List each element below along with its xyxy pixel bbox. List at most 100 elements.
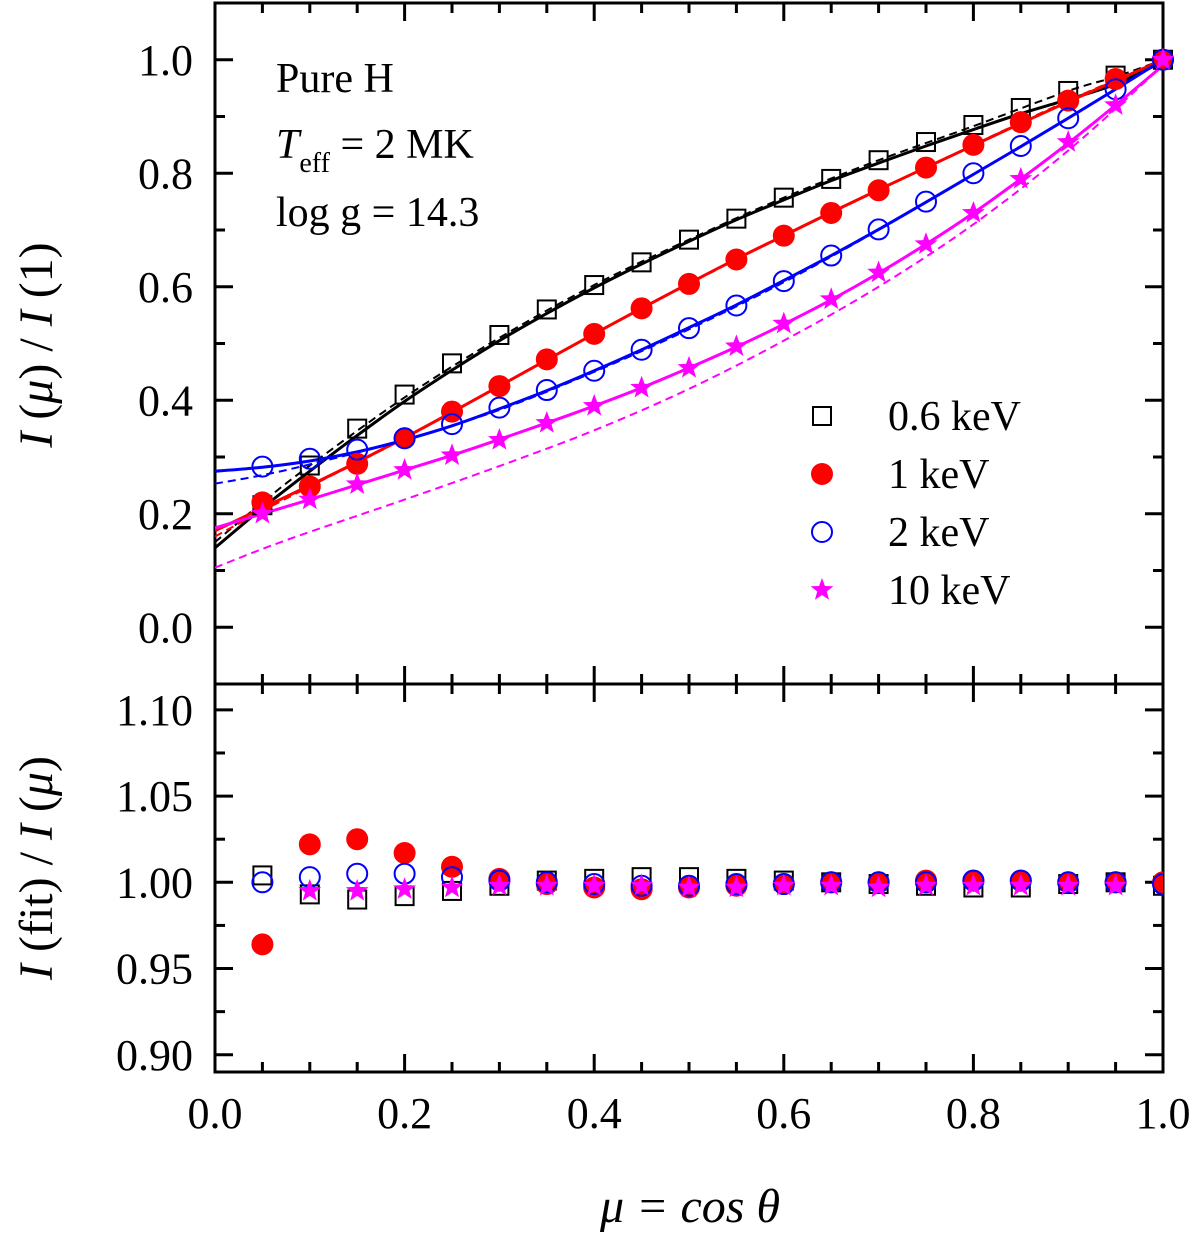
data-point [1056,130,1080,152]
data-point [1056,873,1080,896]
data-point [440,875,464,898]
data-point [488,375,511,398]
data-point [724,334,748,357]
data-point [1009,873,1033,896]
bottom-series-points [251,828,1163,956]
top-series-points [251,48,1174,478]
legend-marker [812,406,832,426]
legend-marker [810,578,834,600]
data-point [726,208,747,229]
data-point [251,933,274,956]
bottom-y-tick-label: 0.90 [116,1031,193,1080]
data-point [772,224,795,247]
top-panel-frame [213,1,1165,686]
data-point [821,168,842,189]
x-tick-label: 0.2 [377,1089,432,1138]
bottom-y-axis-title: I (fit) / I (μ) [10,756,63,981]
data-point [1104,93,1128,115]
data-point [251,455,274,478]
data-point [1057,107,1080,130]
data-point [346,438,369,461]
data-point [630,375,654,398]
annotation: Pure H Teff = 2 MK log g = 14.3 [276,56,479,236]
data-point [961,873,985,896]
data-point [347,418,368,439]
data-point [250,501,274,524]
data-point [299,455,320,476]
top-series-points [250,47,1175,524]
data-point [1057,89,1080,112]
data-point [393,458,417,480]
data-point [820,201,843,224]
data-point [442,353,462,374]
data-point [535,873,559,896]
data-point [489,324,510,345]
data-point [1009,135,1032,158]
data-point [535,348,558,371]
top-y-tick-label: 0.8 [138,149,193,198]
bottom-series-points [251,862,1163,897]
data-point [915,190,937,213]
bottom-series-points [298,873,1128,901]
top-y-tick-label: 0.4 [138,376,193,425]
legend-label: 1 keV [888,452,989,498]
data-point [772,270,795,293]
top-series-points [251,48,1174,514]
series-dashed-line [215,64,1163,569]
top-y-tick-label: 0.2 [138,490,193,539]
top-panel: 0.0 0.2 0.4 0.6 0.8 1.0 [138,1,1175,686]
data-point [679,229,699,250]
data-point [725,294,748,317]
data-point [441,413,463,436]
data-point [630,297,653,320]
data-point [678,317,700,340]
bottom-y-tick-label: 0.95 [116,945,193,994]
series-fit-line [215,60,1163,549]
x-tick-label: 0.8 [946,1089,1001,1138]
data-point [630,873,654,896]
data-point [820,244,843,267]
x-tick-label: 0.6 [756,1089,811,1138]
data-point [773,187,794,208]
data-point [252,865,273,886]
data-point [914,873,938,896]
annotation-composition: Pure H [276,56,394,102]
data-point [678,272,700,295]
data-point [393,841,416,864]
x-tick-label: 1.0 [1136,1089,1191,1138]
annotation-teff: Teff = 2 MK [276,122,474,179]
bottom-y-tick-label: 1.00 [116,858,193,907]
legend-label: 10 keV [888,568,1010,614]
data-point [1151,47,1175,70]
data-point [819,287,843,309]
data-point [298,833,321,856]
data-point [393,877,417,899]
data-point [1104,873,1128,896]
bottom-panel: 0.90 0.95 1.00 1.05 1.10 0.0 0.2 0.4 0.6 0.8 1.0 [116,682,1191,1138]
data-point [487,427,511,450]
data-point [867,218,890,241]
data-point [298,447,321,470]
data-point [582,393,606,416]
data-point [393,427,416,450]
data-point [772,873,796,896]
top-y-tick-label: 0.6 [138,263,193,312]
data-point [1009,166,1033,189]
data-point [536,299,557,320]
annotation-teff-value: = 2 MK [330,122,474,168]
data-point [962,162,985,185]
data-point [677,355,701,378]
legend: 0.6 keV 1 keV 2 keV 10 keV [810,394,1021,614]
series-dashed-line [215,58,1163,543]
data-point [535,410,559,433]
data-point [582,873,606,896]
x-axis-title: μ = cos θ [599,1180,780,1233]
data-point [441,400,463,423]
data-point [251,871,274,894]
top-y-tick-label: 0.0 [138,603,193,652]
data-point [345,878,369,901]
bottom-y-tick-label: 1.05 [116,772,193,821]
data-point [725,248,748,271]
data-point [630,338,653,361]
data-point [724,875,748,898]
